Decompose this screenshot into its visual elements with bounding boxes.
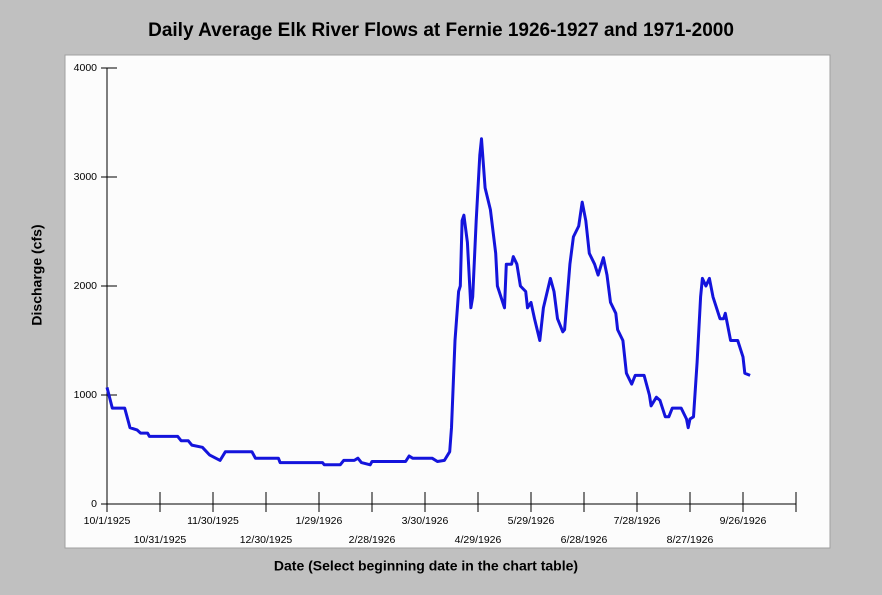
x-tick-label: 2/28/1926 <box>349 534 396 546</box>
x-tick-label: 10/1/1925 <box>84 515 131 527</box>
x-tick-label: 11/30/1925 <box>187 515 239 527</box>
flow-line <box>105 137 751 467</box>
x-tick-label: 7/28/1926 <box>614 515 661 527</box>
y-axis-label: Discharge (cfs) <box>29 224 45 325</box>
y-tick-label: 2000 <box>74 280 98 292</box>
x-tick-label: 5/29/1926 <box>508 515 555 527</box>
y-tick-label: 3000 <box>74 171 98 183</box>
x-tick-label: 12/30/1925 <box>240 534 293 546</box>
x-tick-label: 9/26/1926 <box>720 515 767 527</box>
x-axis-label: Date (Select beginning date in the chart… <box>274 558 578 574</box>
chart-title: Daily Average Elk River Flows at Fernie … <box>148 20 734 41</box>
x-tick-label: 10/31/1925 <box>134 534 187 546</box>
y-tick-label: 0 <box>91 498 97 510</box>
x-tick-label: 4/29/1926 <box>455 534 502 546</box>
x-tick-label: 8/27/1926 <box>667 534 714 546</box>
x-tick-label: 3/30/1926 <box>402 515 449 527</box>
y-tick-label: 4000 <box>74 62 98 74</box>
plot-frame <box>64 54 831 549</box>
y-tick-label: 1000 <box>74 389 98 401</box>
x-tick-label: 1/29/1926 <box>296 515 343 527</box>
x-tick-label: 6/28/1926 <box>561 534 608 546</box>
